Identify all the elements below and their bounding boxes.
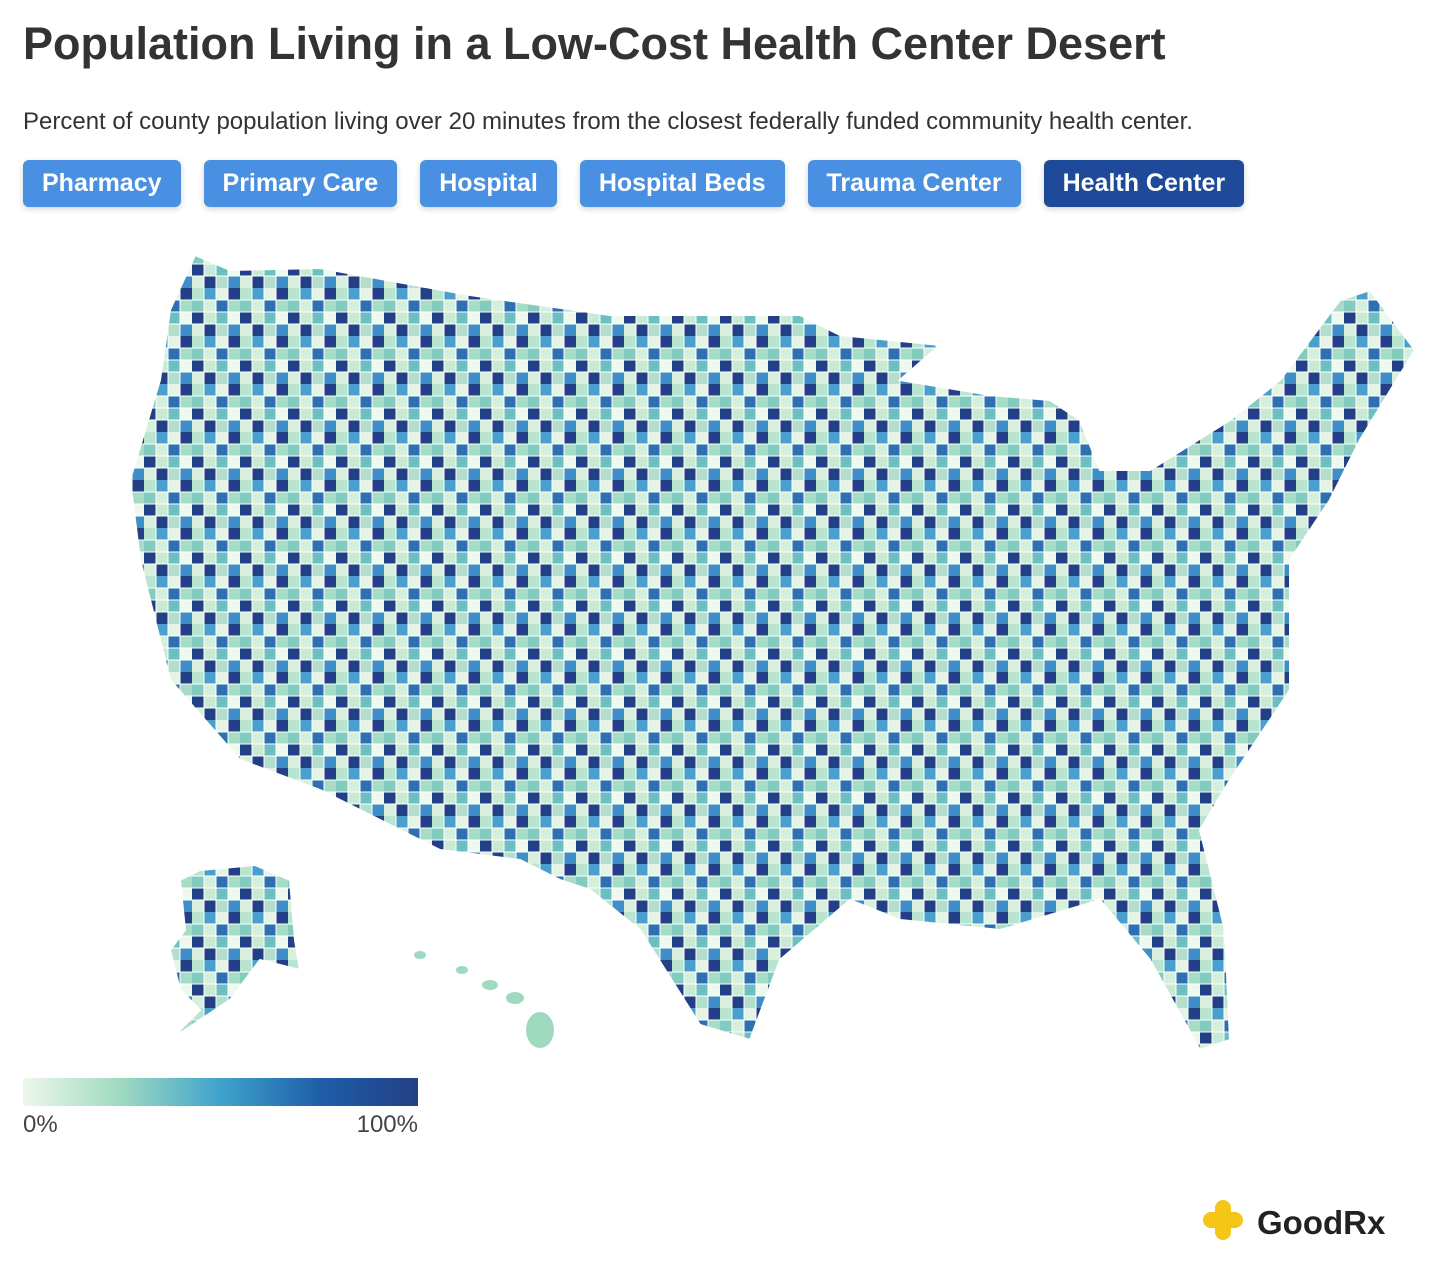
legend-min: 0% [23, 1111, 58, 1138]
tab-bar: Pharmacy Primary Care Hospital Hospital Bed… [23, 160, 1245, 207]
brand-name: GoodRx [1257, 1204, 1386, 1241]
tab-button[interactable]: Primary Care [203, 160, 398, 207]
tab-button[interactable]: Trauma Center [807, 160, 1021, 207]
tab-button[interactable]: Hospital Beds [579, 160, 785, 207]
contiguous-us [128, 253, 1417, 1052]
tab-button[interactable]: Hospital [420, 160, 557, 207]
alaska [168, 863, 302, 1041]
hawaii [414, 951, 554, 1048]
tab-button[interactable]: Health Center [1043, 160, 1245, 207]
legend-max: 100% [357, 1111, 418, 1138]
tab-button[interactable]: Pharmacy [23, 160, 181, 207]
title: Population Living in a Low-Cost Health C… [23, 18, 1166, 69]
subtitle: Percent of county population living over… [23, 108, 1193, 135]
legend-bar [23, 1078, 418, 1106]
brand-logo [1203, 1200, 1243, 1240]
